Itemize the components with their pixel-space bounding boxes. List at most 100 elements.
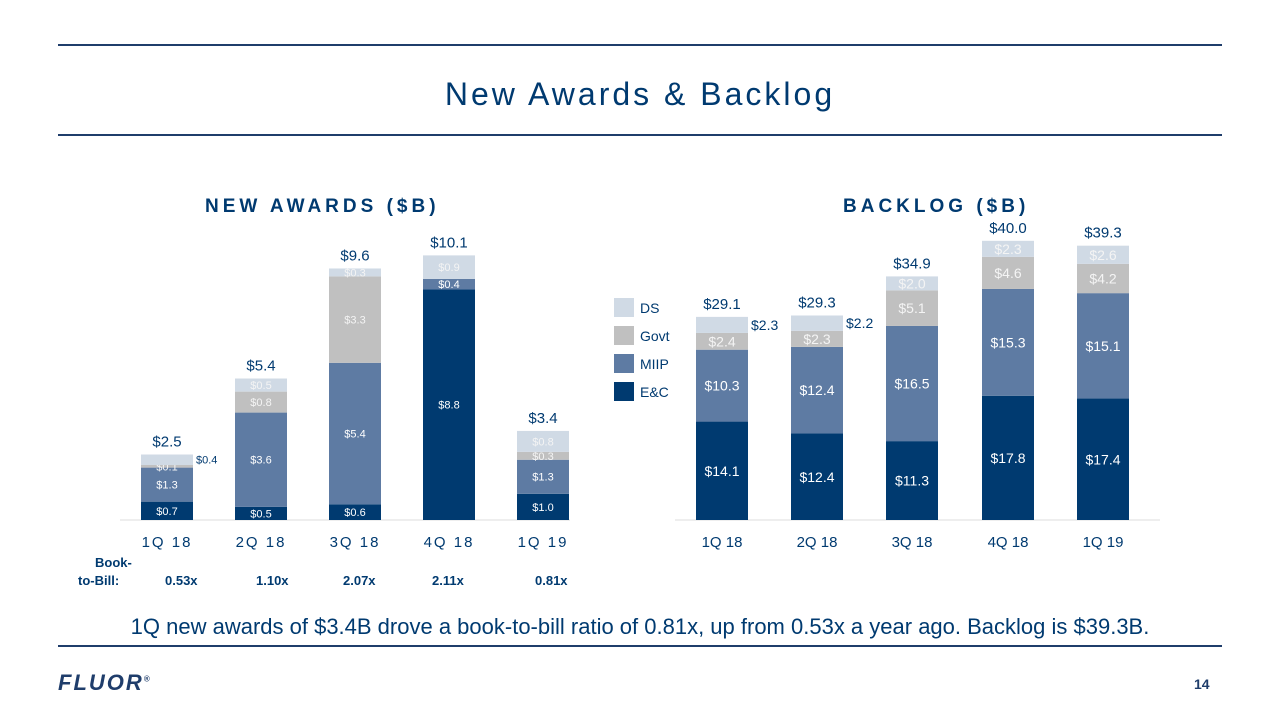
bar-segment-ec bbox=[982, 395, 1034, 520]
total-label: $2.5 bbox=[152, 434, 181, 451]
book-to-bill-value: 1.10x bbox=[256, 573, 289, 588]
new-awards-title: NEW AWARDS ($B) bbox=[205, 196, 440, 217]
bottom-rule bbox=[58, 645, 1222, 647]
segment-label: $4.2 bbox=[1089, 271, 1116, 287]
segment-label: $0.4 bbox=[438, 279, 459, 291]
total-label: $10.1 bbox=[430, 234, 468, 251]
bar-segment-miip bbox=[886, 325, 938, 442]
legend-swatch-govt bbox=[614, 326, 634, 345]
bar-segment-govt bbox=[141, 464, 193, 468]
book-to-bill-value: 2.07x bbox=[343, 573, 376, 588]
backlog-chart: $14.1 $10.3 $2.4 $2.3 $29.1 1Q 18 $12.4 $12.4 $2… bbox=[614, 220, 1160, 551]
segment-label: $0.5 bbox=[250, 508, 271, 520]
segment-label: $14.1 bbox=[704, 463, 739, 479]
segment-label: $0.7 bbox=[156, 506, 177, 518]
bar-segment-miip bbox=[696, 349, 748, 422]
legend-label: Govt bbox=[640, 328, 670, 344]
x-tick-label: 1Q 18 bbox=[142, 534, 193, 551]
bar-segment-miip bbox=[1077, 293, 1129, 399]
segment-label: $8.8 bbox=[438, 400, 459, 412]
book-to-bill-value: 0.81x bbox=[535, 573, 568, 588]
legend-label: E&C bbox=[640, 384, 669, 400]
segment-label: $11.3 bbox=[895, 473, 929, 489]
segment-label: $15.3 bbox=[990, 334, 1025, 350]
segment-label: $0.8 bbox=[532, 436, 553, 448]
bar-segment-ec bbox=[696, 421, 748, 520]
bar-segment-miip bbox=[517, 459, 569, 494]
bar-segment-govt bbox=[886, 290, 938, 326]
bar-segment-govt bbox=[696, 332, 748, 350]
bar-segment-miip bbox=[423, 278, 475, 290]
legend-label: MIIP bbox=[640, 356, 669, 372]
x-tick-label: 3Q 18 bbox=[892, 534, 933, 551]
segment-label: $10.3 bbox=[704, 378, 739, 394]
bar-segment-ds bbox=[696, 316, 748, 333]
book-to-bill-value: 2.11x bbox=[432, 573, 464, 588]
total-label: $40.0 bbox=[989, 220, 1027, 237]
bar-segment-ec bbox=[141, 501, 193, 520]
segment-label: $0.5 bbox=[250, 380, 271, 392]
segment-label: $17.8 bbox=[990, 450, 1025, 466]
segment-label: $3.3 bbox=[344, 315, 365, 327]
segment-label: $1.3 bbox=[156, 480, 177, 492]
bar-segment-ds bbox=[1077, 245, 1129, 264]
x-tick-label: 1Q 19 bbox=[518, 534, 569, 551]
bar-segment-ds bbox=[329, 268, 381, 277]
segment-label: $2.2 bbox=[846, 315, 873, 331]
legend-swatch-ec bbox=[614, 382, 634, 401]
book-to-bill-label-1: Book- bbox=[95, 555, 132, 570]
bar-segment-ec bbox=[423, 289, 475, 520]
legend-swatch-miip bbox=[614, 354, 634, 373]
segment-label: $5.4 bbox=[344, 429, 365, 441]
bar-segment-govt bbox=[982, 256, 1034, 289]
x-tick-label: 1Q 19 bbox=[1083, 534, 1124, 551]
bar-segment-ds bbox=[235, 378, 287, 392]
bar-segment-miip bbox=[141, 467, 193, 502]
bar-segment-ds bbox=[886, 276, 938, 291]
bar-segment-ec bbox=[517, 493, 569, 520]
bar-segment-govt bbox=[517, 451, 569, 460]
new-awards-chart: $0.7$1.3$0.1$0.4$2.51Q 18$0.5$3.6$0.8$0.… bbox=[120, 234, 570, 551]
segment-label: $4.6 bbox=[994, 265, 1021, 281]
total-label: $29.1 bbox=[703, 296, 741, 313]
segment-label: $2.3 bbox=[994, 241, 1021, 257]
bar-segment-ds bbox=[423, 255, 475, 279]
segment-label: $2.3 bbox=[751, 317, 778, 333]
bar-segment-miip bbox=[329, 362, 381, 505]
segment-label: $1.3 bbox=[532, 472, 553, 484]
book-to-bill-label-2: to-Bill: bbox=[78, 573, 120, 588]
segment-label: $15.1 bbox=[1085, 338, 1120, 354]
segment-label: $5.1 bbox=[898, 300, 925, 316]
bar-segment-miip bbox=[235, 412, 287, 507]
segment-label: $0.6 bbox=[344, 507, 365, 519]
fluor-logo: FLUOR® bbox=[58, 670, 152, 695]
x-tick-label: 2Q 18 bbox=[236, 534, 287, 551]
segment-label: $2.3 bbox=[803, 331, 830, 347]
total-label: $29.3 bbox=[798, 294, 836, 311]
legend-swatch-ds bbox=[614, 298, 634, 317]
backlog-title: BACKLOG ($B) bbox=[843, 196, 1030, 217]
segment-label: $12.4 bbox=[799, 469, 834, 485]
segment-label: $2.4 bbox=[708, 333, 735, 349]
segment-label: $2.6 bbox=[1089, 247, 1116, 263]
segment-label: $0.9 bbox=[438, 262, 459, 274]
bar-segment-ds bbox=[141, 454, 193, 465]
total-label: $34.9 bbox=[893, 255, 931, 272]
bar-segment-ds bbox=[791, 315, 843, 331]
bar-segment-miip bbox=[982, 288, 1034, 396]
bar-segment-ec bbox=[235, 506, 287, 520]
summary-text: 1Q new awards of $3.4B drove a book-to-b… bbox=[130, 614, 1150, 639]
segment-label: $16.5 bbox=[894, 376, 929, 392]
x-tick-label: 2Q 18 bbox=[797, 534, 838, 551]
bar-segment-govt bbox=[235, 391, 287, 413]
bar-segment-miip bbox=[791, 346, 843, 434]
segment-label: $3.6 bbox=[250, 455, 271, 467]
slide-title: New Awards & Backlog bbox=[444, 76, 836, 112]
bar-segment-ds bbox=[517, 430, 569, 452]
segment-label: $2.0 bbox=[898, 275, 925, 291]
page-number: 14 bbox=[1194, 676, 1210, 692]
segment-label: $1.0 bbox=[532, 502, 553, 514]
segment-label: $0.3 bbox=[344, 267, 365, 279]
bar-segment-ds bbox=[982, 240, 1034, 257]
bar-segment-govt bbox=[791, 330, 843, 347]
